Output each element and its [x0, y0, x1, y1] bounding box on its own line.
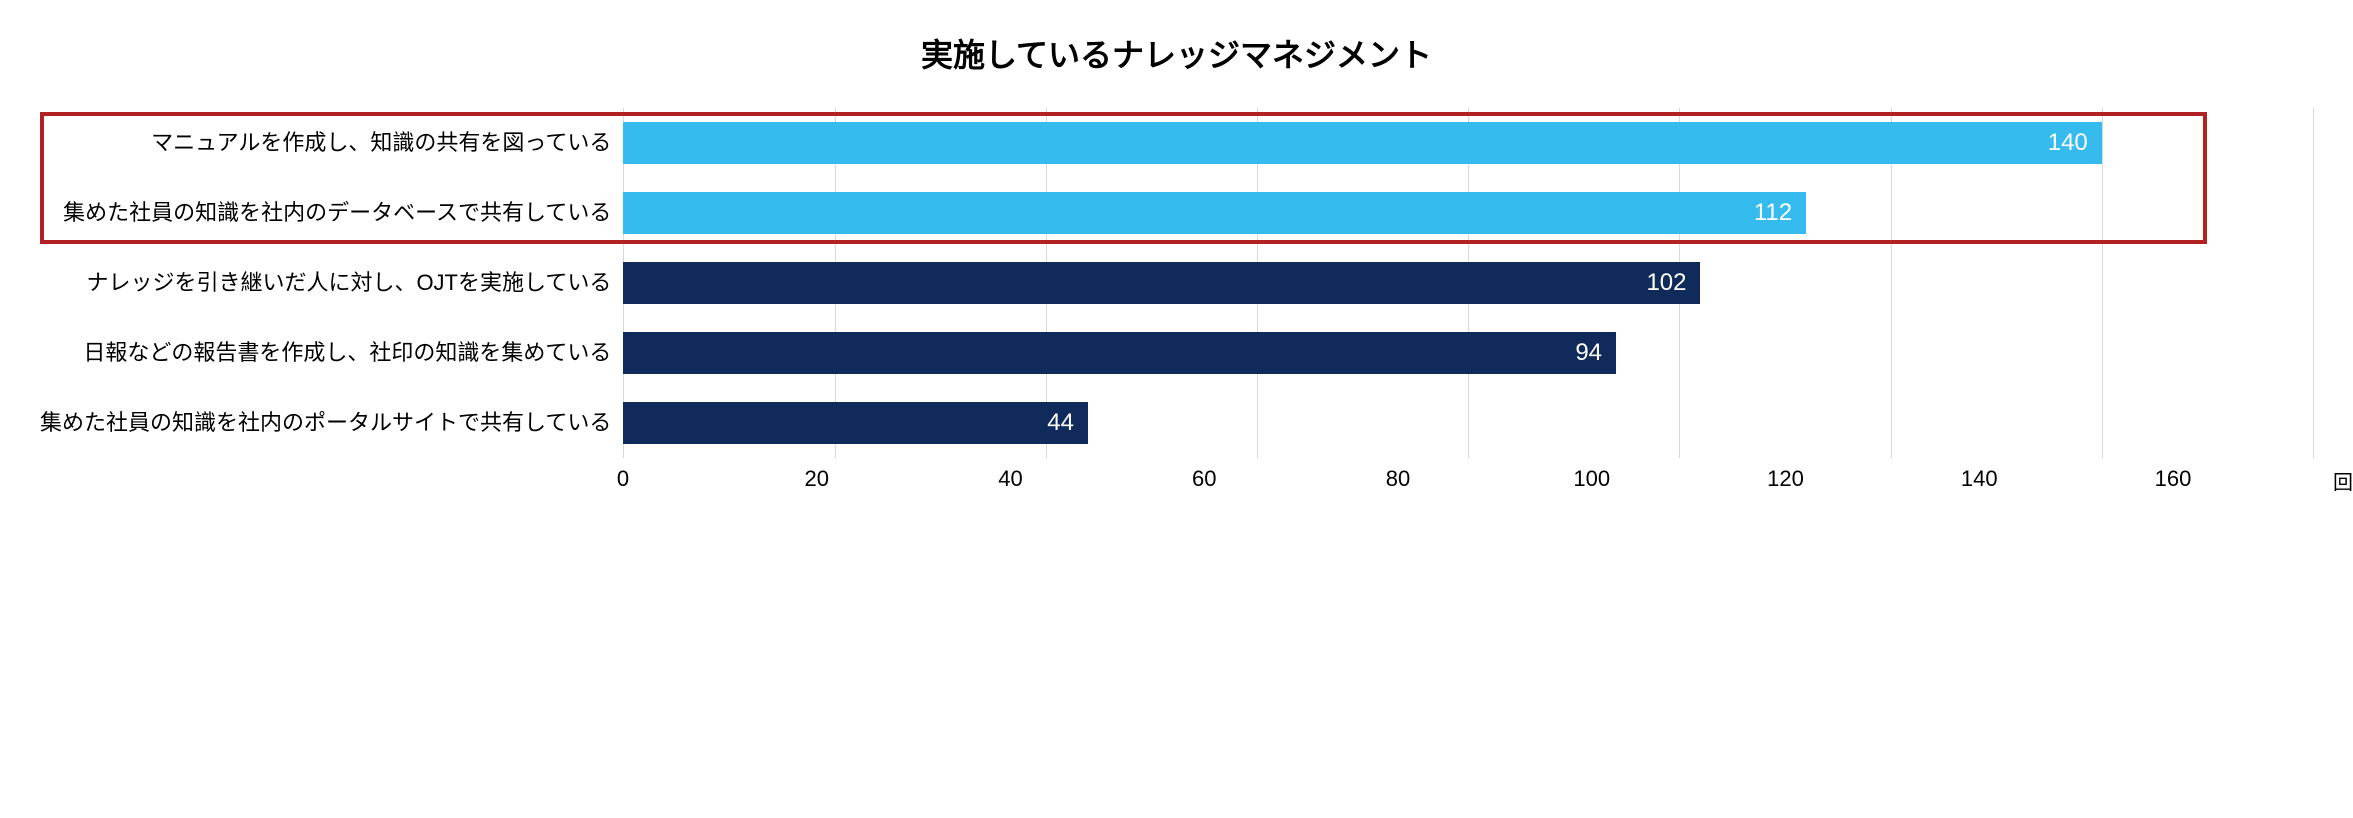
x-axis-row: 0 20 40 60 80 100 120 140 160	[40, 458, 2313, 498]
bar-value-label: 102	[1646, 269, 1686, 297]
category-label: 集めた社員の知識を社内のポータルサイトで共有している	[40, 388, 611, 458]
bar: 112	[623, 192, 1806, 234]
bar: 44	[623, 402, 1088, 444]
bar-row: 112	[623, 178, 2313, 248]
bar-row: 94	[623, 318, 2313, 388]
category-label: ナレッジを引き継いだ人に対し、OJTを実施している	[40, 248, 611, 318]
x-axis-tick: 80	[1386, 466, 1410, 492]
category-label: 日報などの報告書を作成し、社印の知識を集めている	[40, 318, 611, 388]
x-axis-tick: 60	[1192, 466, 1216, 492]
x-axis-title: 回答数（件）	[2333, 466, 2353, 495]
bar-row: 102	[623, 248, 2313, 318]
x-axis-tick: 140	[1961, 466, 1998, 492]
x-axis-tick: 40	[998, 466, 1022, 492]
x-axis-tick: 120	[1767, 466, 1804, 492]
bar-value-label: 44	[1047, 409, 1074, 437]
bar: 140	[623, 122, 2101, 164]
bar: 94	[623, 332, 1616, 374]
gridline	[2313, 108, 2314, 458]
x-axis-tick: 20	[805, 466, 829, 492]
x-axis-ticks: 020406080100120140160	[623, 458, 2173, 498]
bar-value-label: 140	[2048, 129, 2088, 157]
x-axis-tick: 0	[617, 466, 629, 492]
chart-title: 実施しているナレッジマネジメント	[40, 30, 2313, 76]
bars-layer: 140 112 102 94 44	[623, 108, 2313, 458]
chart-wrapper: 実施しているナレッジマネジメント マニュアルを作成し、知識の共有を図っている集め…	[40, 30, 2313, 498]
plot-column: 140 112 102 94 44	[623, 108, 2313, 458]
category-label: 集めた社員の知識を社内のデータベースで共有している	[40, 178, 611, 248]
category-label: マニュアルを作成し、知識の共有を図っている	[40, 108, 611, 178]
x-axis-tick: 160	[2155, 466, 2192, 492]
bar-value-label: 112	[1754, 199, 1792, 227]
bar-value-label: 94	[1575, 339, 1602, 367]
plot-area: 140 112 102 94 44	[623, 108, 2313, 458]
bar-row: 140	[623, 108, 2313, 178]
chart-body: マニュアルを作成し、知識の共有を図っている集めた社員の知識を社内のデータベースで…	[40, 108, 2313, 458]
bar: 102	[623, 262, 1700, 304]
category-labels-column: マニュアルを作成し、知識の共有を図っている集めた社員の知識を社内のデータベースで…	[40, 108, 623, 458]
x-axis-tick: 100	[1573, 466, 1610, 492]
bar-row: 44	[623, 388, 2313, 458]
